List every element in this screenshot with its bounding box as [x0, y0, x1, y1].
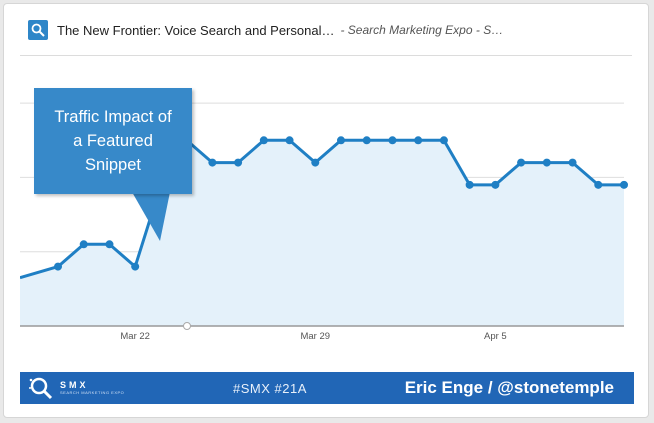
callout-pointer [132, 192, 170, 241]
header-divider [20, 55, 632, 56]
data-point [620, 180, 628, 189]
data-point [79, 240, 88, 249]
data-point [311, 158, 320, 167]
data-point [517, 158, 526, 167]
x-tick-label: Mar 22 [120, 331, 150, 342]
data-point [208, 158, 217, 167]
smx-magnifier-icon [28, 20, 48, 40]
data-point [542, 158, 551, 167]
data-point [337, 136, 345, 145]
series-area-edge [20, 266, 58, 326]
card-header[interactable]: The New Frontier: Voice Search and Perso… [4, 4, 648, 56]
brand-name: SMX [60, 380, 89, 390]
data-point [362, 136, 371, 145]
slide-image[interactable]: Mar 22 Mar 29 Apr 5 Traffic Impact of a Fe… [20, 66, 634, 372]
data-point [414, 136, 423, 145]
data-point [465, 180, 474, 189]
session-hashtag: #SMX #21A [233, 380, 307, 396]
data-point [439, 136, 448, 145]
data-point [105, 240, 114, 249]
x-tick-label: Mar 29 [300, 331, 330, 342]
featured-snippet-callout: Traffic Impact of a Featured Snippet [34, 88, 192, 194]
data-point [234, 158, 243, 167]
data-point [54, 262, 62, 271]
timeline-handle[interactable] [183, 322, 191, 330]
data-point [259, 136, 268, 145]
traffic-line-chart: Mar 22 Mar 29 Apr 5 [20, 102, 628, 342]
data-point [131, 262, 140, 271]
banner-brand: SMX SEARCH MARKETING EXPO [60, 381, 124, 395]
data-point [568, 158, 577, 167]
card-source: - Search Marketing Expo - S… [340, 23, 504, 37]
callout-line-1: Traffic Impact of [54, 108, 172, 126]
callout-line-2: a Featured [73, 132, 153, 150]
brand-subtitle: SEARCH MARKETING EXPO [60, 390, 125, 395]
card-title[interactable]: The New Frontier: Voice Search and Perso… [57, 22, 335, 38]
data-point [491, 180, 500, 189]
callout-line-3: Snippet [85, 156, 141, 174]
embed-card[interactable]: The New Frontier: Voice Search and Perso… [3, 3, 649, 418]
data-point [388, 136, 397, 145]
smx-logo-icon [24, 372, 58, 404]
x-tick-label: Apr 5 [484, 331, 507, 342]
series-line-edge [20, 265, 59, 280]
data-point [285, 136, 294, 145]
data-point [594, 180, 603, 189]
series-area [58, 140, 624, 326]
speaker-handle: Eric Enge / @stonetemple [404, 378, 614, 397]
slide-banner: SMX SEARCH MARKETING EXPO #SMX #21A Eric… [20, 372, 634, 404]
